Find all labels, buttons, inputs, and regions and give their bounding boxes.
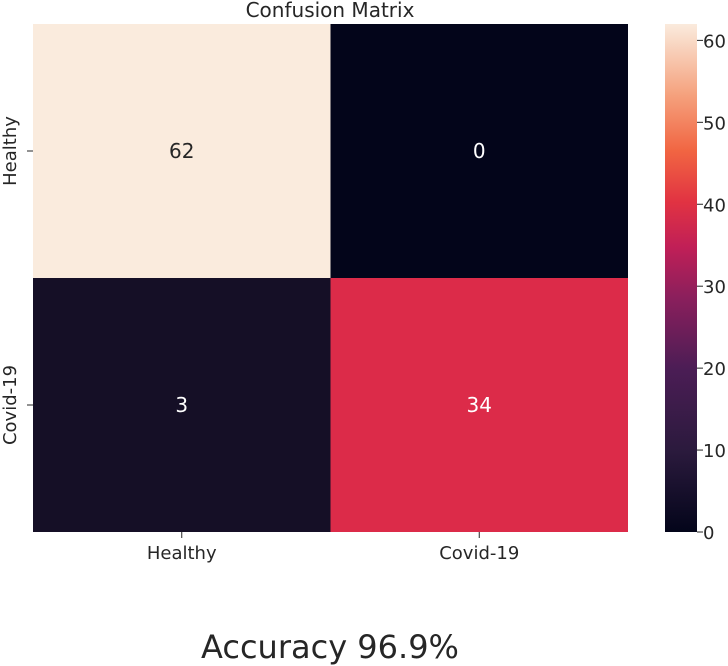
heatmap-cell (330, 24, 628, 278)
colorbar (665, 24, 697, 532)
heatmap-cells (33, 24, 628, 532)
colorbar-tick-label: 20 (703, 359, 726, 380)
heatmap-cell (330, 278, 628, 532)
colorbar-tick-label: 50 (703, 113, 726, 134)
colorbar-tick-label: 30 (703, 277, 726, 298)
colorbar-tick-label: 60 (703, 31, 726, 52)
cell-value-label: 3 (175, 393, 188, 417)
y-axis-tick-label: Covid-19 (0, 365, 21, 445)
cell-value-label: 34 (467, 393, 492, 417)
colorbar-tick-label: 40 (703, 195, 726, 216)
colorbar-tick-label: 0 (703, 523, 714, 544)
colorbar-ticks: 0 10 20 30 40 50 60 (697, 31, 726, 544)
heatmap-cell-labels: 62 0 3 34 (169, 139, 492, 417)
x-axis-tick-labels: Healthy Covid-19 (147, 532, 519, 564)
x-axis-tick-label: Healthy (147, 543, 217, 564)
accuracy-caption: Accuracy 96.9% (201, 628, 459, 666)
y-axis-tick-label: Healthy (0, 116, 21, 186)
heatmap-cell (33, 278, 331, 532)
x-axis-tick-label: Covid-19 (439, 543, 519, 564)
cell-value-label: 0 (473, 139, 486, 163)
chart-title: Confusion Matrix (246, 0, 415, 22)
cell-value-label: 62 (169, 139, 194, 163)
colorbar-tick-label: 10 (703, 441, 726, 462)
y-axis-tick-labels: Healthy Covid-19 (0, 116, 33, 445)
heatmap-cell (33, 24, 331, 278)
